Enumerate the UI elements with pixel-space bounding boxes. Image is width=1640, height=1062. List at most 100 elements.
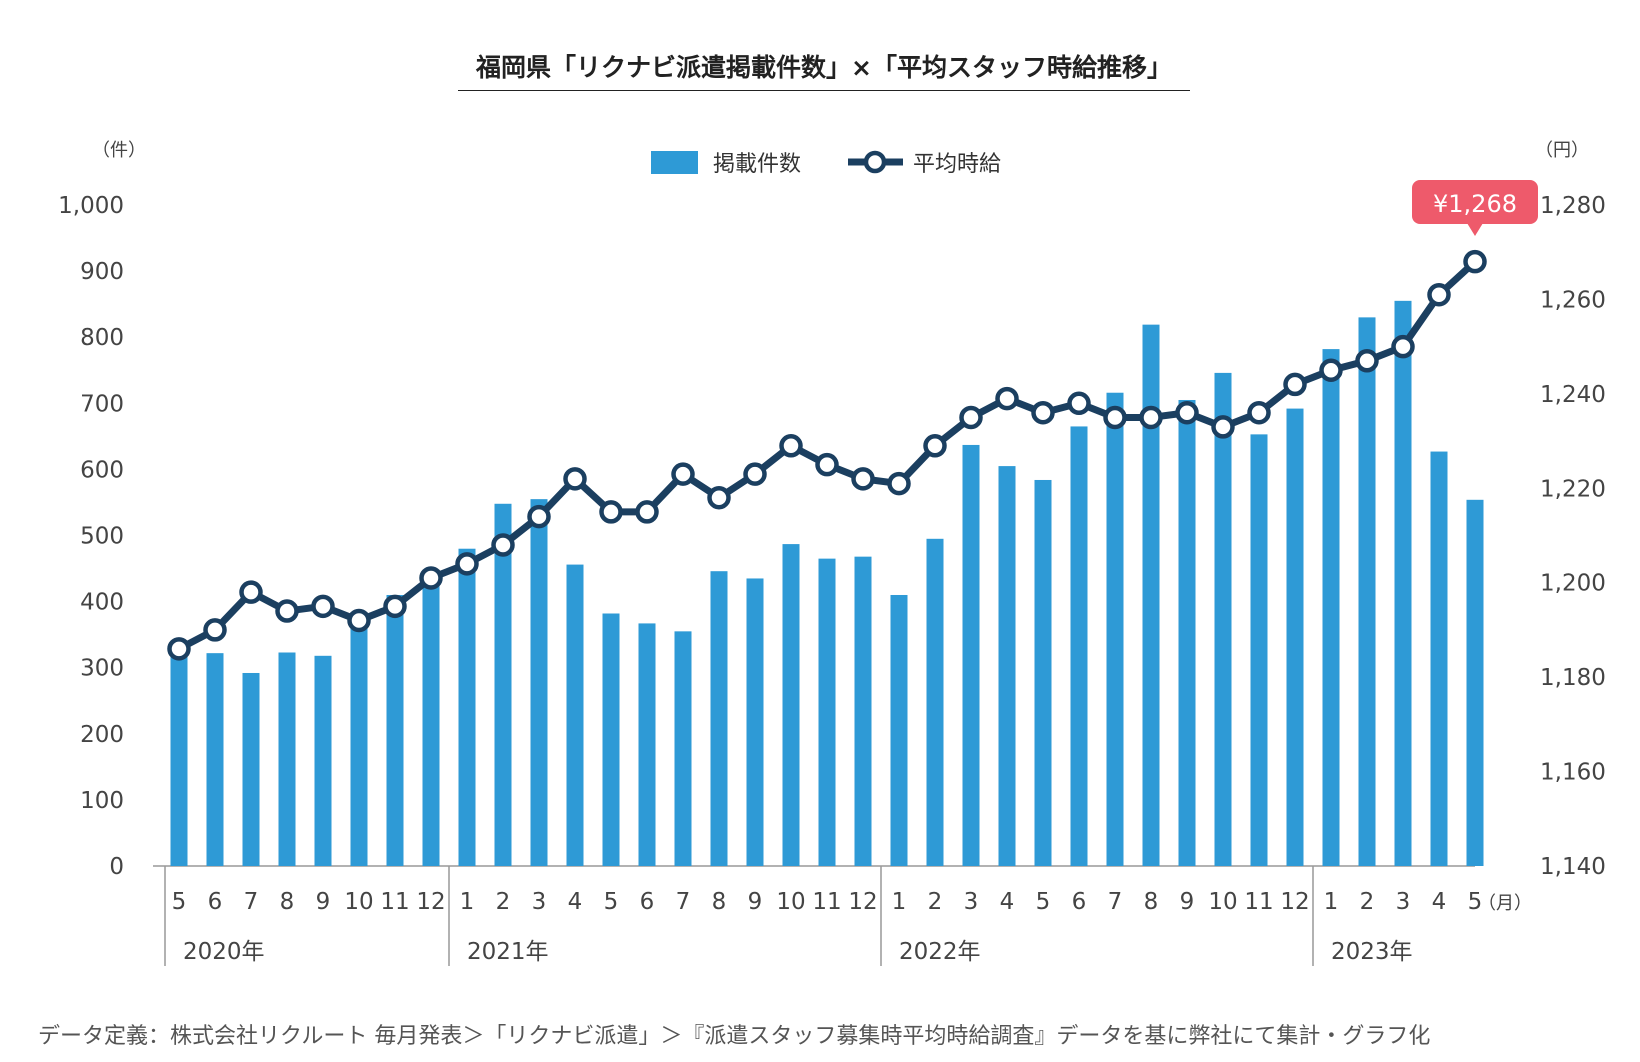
bar-19 [854,556,872,866]
x-tick: 5 [604,889,619,915]
chart-title: 福岡県「リクナビ派遣掲載件数」×「平均スタッフ時給推移」 [458,48,1190,91]
bar-9 [494,503,512,866]
x-tick: 12 [416,889,445,915]
x-tick: 5 [1468,889,1483,915]
bar-12 [602,613,620,866]
wage-point-36 [1463,249,1487,274]
x-tick: 7 [676,889,691,915]
x-tick: 8 [712,889,727,915]
x-tick: 9 [316,889,331,915]
bar-25 [1070,426,1088,866]
wage-point-20 [887,471,911,496]
x-tick: 8 [1144,889,1159,915]
bar-35 [1430,451,1448,866]
x-tick: 9 [748,889,763,915]
y-left-tick: 600 [80,457,124,483]
wage-point-25 [1067,391,1091,416]
line-series [167,249,1487,661]
wage-point-18 [815,452,839,477]
wage-point-6 [383,594,407,619]
year-label: 2021年 [467,939,549,965]
bar-5 [350,620,368,866]
x-tick: 2 [1360,889,1375,915]
y-right-tick: 1,280 [1540,193,1606,219]
bar-16 [746,578,764,866]
legend-swatch-marker [863,150,887,174]
y-right-tick: 1,160 [1540,760,1606,786]
y-left-tick: 400 [80,590,124,616]
wage-point-7 [419,566,443,590]
bar-23 [998,466,1016,866]
bar-31 [1286,408,1304,866]
y-left-unit: （件） [92,140,146,161]
y-left-tick: 300 [80,656,124,682]
footnote: データ定義：株式会社リクルート 毎月発表＞「リクナビ派遣」＞『派遣スタッフ募集時… [38,1024,1431,1049]
bar-0 [170,651,188,866]
x-tick: 5 [172,889,187,915]
x-tick: 4 [1432,889,1447,915]
x-tick: 2 [496,889,511,915]
wage-point-17 [779,434,803,458]
wage-point-14 [671,462,695,486]
y-left-tick: 900 [80,259,124,285]
wage-point-23 [995,386,1019,411]
bar-14 [674,631,692,866]
x-tick: 8 [280,889,295,915]
wage-point-22 [959,405,983,430]
x-tick: 6 [208,889,223,915]
axes [153,865,1475,966]
x-tick: 5 [1036,889,1051,915]
y-left-tick: 0 [109,854,124,880]
bar-24 [1034,479,1052,866]
bar-27 [1142,324,1160,866]
wage-point-16 [743,462,767,486]
wage-point-3 [275,599,299,623]
wage-point-30 [1247,400,1271,425]
bar-15 [710,571,728,866]
wage-point-32 [1319,358,1343,382]
bar-series [170,300,1484,867]
x-tick: 11 [812,889,841,915]
bar-1 [206,653,224,866]
y-right-tick: 1,140 [1540,854,1606,880]
year-label: 2020年 [183,939,265,965]
wage-point-27 [1139,405,1163,430]
bar-29 [1214,372,1232,866]
bar-10 [530,499,548,866]
legend-label-line: 平均時給 [913,152,1001,177]
wage-point-0 [167,637,191,661]
x-tick: 6 [1072,889,1087,915]
bar-11 [566,564,584,866]
bar-4 [314,655,332,866]
callout-box [1412,180,1538,224]
bar-2 [242,672,260,866]
y-right-tick: 1,180 [1540,665,1606,691]
bar-33 [1358,317,1376,866]
bar-6 [386,594,404,866]
bar-3 [278,652,296,866]
bar-8 [458,548,476,866]
y-left-tick: 500 [80,524,124,550]
bar-7 [422,580,440,866]
x-tick: 4 [1000,889,1015,915]
y-right-tick: 1,260 [1540,287,1606,313]
x-tick: 10 [1208,889,1237,915]
value-callout: ¥1,268 [1412,180,1538,236]
y-left-tick: 1,000 [58,193,124,219]
wage-point-2 [239,580,263,604]
wage-point-1 [203,618,227,642]
bar-28 [1178,399,1196,866]
bar-13 [638,623,656,866]
y-left-tick: 700 [80,391,124,417]
wage-point-26 [1103,405,1127,430]
wage-point-24 [1031,400,1055,425]
x-tick: 11 [1244,889,1273,915]
x-tick: 1 [1324,889,1339,915]
x-tick: 7 [1108,889,1123,915]
x-tick: 10 [344,889,373,915]
wage-point-21 [923,434,947,458]
wage-point-15 [707,485,731,510]
wage-point-4 [311,594,335,619]
wage-point-8 [455,552,479,576]
wage-point-28 [1175,400,1199,425]
